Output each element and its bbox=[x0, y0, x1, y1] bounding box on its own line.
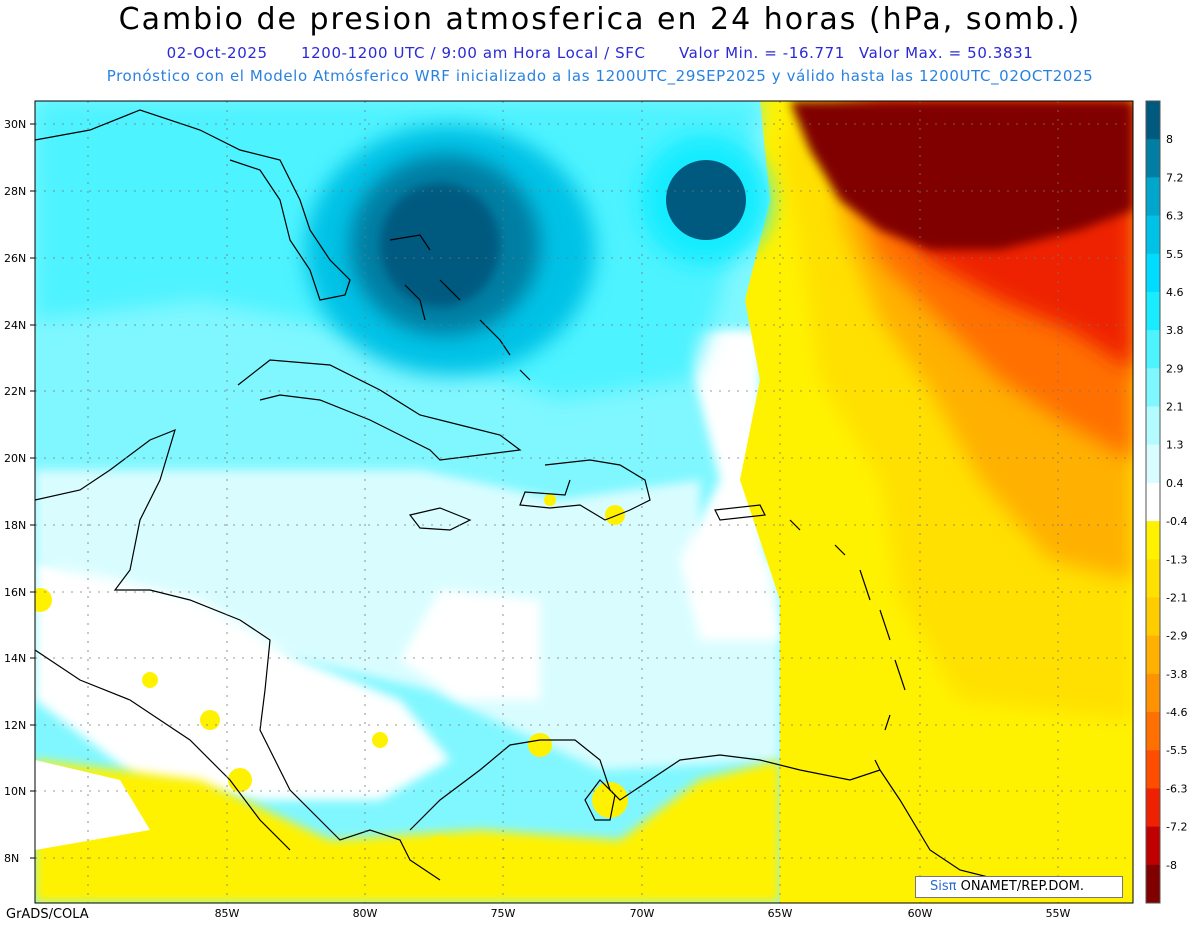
colorbar-swatch bbox=[1146, 521, 1160, 560]
colorbar-swatch bbox=[1146, 788, 1160, 828]
max-value: Valor Max. = 50.3831 bbox=[858, 44, 1034, 62]
lat-label: 20N bbox=[4, 452, 26, 465]
subtitle-line-1: 02-Oct-2025 1200-1200 UTC / 9:00 am Hora… bbox=[0, 44, 1200, 62]
cuba bbox=[237, 359, 522, 461]
lat-label: 14N bbox=[4, 652, 26, 665]
lat-ticks bbox=[30, 123, 35, 859]
colorbar-label: 3.8 bbox=[1166, 324, 1184, 337]
colorbar-label: 8 bbox=[1166, 133, 1173, 146]
lon-label: 70W bbox=[630, 907, 655, 920]
colorbar: 8 7.2 6.3 5.5 4.6 3.8 2.9 2.1 1.3 0.4 -0.4 -1.3 -2.1… bbox=[1145, 100, 1187, 904]
colorbar-swatch bbox=[1146, 750, 1160, 789]
lon-label: 85W bbox=[215, 907, 240, 920]
lat-label: 24N bbox=[4, 319, 26, 332]
colorbar-label: 7.2 bbox=[1166, 171, 1184, 184]
colorbar-label: -0.4 bbox=[1166, 515, 1187, 528]
colorbar-label: -2.9 bbox=[1166, 630, 1187, 643]
forecast-date: 02-Oct-2025 bbox=[166, 44, 268, 62]
colorbar-label: -4.6 bbox=[1166, 706, 1187, 719]
colorbar-swatch bbox=[1146, 330, 1160, 369]
colorbar-label: 6.3 bbox=[1166, 210, 1184, 223]
min-value: Valor Min. = -16.771 bbox=[678, 44, 845, 62]
lon-label: 75W bbox=[491, 907, 516, 920]
colorbar-swatch bbox=[1146, 864, 1160, 904]
colorbar-label: -6.3 bbox=[1166, 782, 1187, 795]
forecast-period: 1200-1200 UTC / 9:00 am Hora Local / SFC bbox=[301, 44, 646, 62]
colorbar-swatch bbox=[1146, 673, 1160, 713]
bahamas bbox=[389, 234, 531, 381]
lat-label: 16N bbox=[4, 586, 26, 599]
colorbar-label: 0.4 bbox=[1166, 477, 1184, 490]
onamet-label: ONAMET/REP.DOM. bbox=[956, 879, 1084, 894]
lon-axis: 85W 80W 75W 70W 65W 60W 55W bbox=[215, 907, 1071, 920]
colorbar-label: -8 bbox=[1166, 859, 1177, 872]
lon-label: 65W bbox=[768, 907, 793, 920]
colorbar-swatch bbox=[1146, 559, 1160, 598]
colorbar-swatch bbox=[1146, 253, 1160, 293]
colorbar-swatch bbox=[1146, 101, 1160, 140]
lat-label: 18N bbox=[4, 519, 26, 532]
colorbar-label: 1.3 bbox=[1166, 439, 1184, 452]
colorbar-label: -2.1 bbox=[1166, 591, 1187, 604]
chart-title: Cambio de presion atmosferica en 24 hora… bbox=[118, 2, 1082, 37]
colorbar-swatch bbox=[1146, 139, 1160, 178]
colorbar-swatch bbox=[1146, 712, 1160, 751]
model-info: Pronóstico con el Modelo Atmósferico WRF… bbox=[106, 67, 1094, 85]
coastlines bbox=[35, 109, 1001, 881]
sispi-brand: Sisπ bbox=[930, 879, 957, 894]
lat-label: 26N bbox=[4, 252, 26, 265]
lat-label: 10N bbox=[4, 785, 26, 798]
colorbar-swatch bbox=[1146, 368, 1160, 408]
colorbar-label: -5.5 bbox=[1166, 744, 1187, 757]
map-frame bbox=[34, 100, 1134, 904]
lat-label: 30N bbox=[4, 118, 26, 131]
shaded-field bbox=[35, 101, 1133, 903]
lesser-antilles bbox=[789, 519, 906, 771]
colorbar-label: 5.5 bbox=[1166, 248, 1184, 261]
lat-label: 8N bbox=[4, 852, 19, 865]
colorbar-label: -1.3 bbox=[1166, 553, 1187, 566]
lon-label: 60W bbox=[908, 907, 933, 920]
florida-coast bbox=[35, 109, 351, 301]
colorbar-swatch bbox=[1146, 826, 1160, 866]
yucatan-central-america bbox=[35, 428, 441, 881]
lake-maracaibo bbox=[584, 779, 616, 821]
colorbar-swatch bbox=[1146, 597, 1160, 637]
graticule bbox=[35, 101, 1133, 903]
lon-label: 55W bbox=[1046, 907, 1071, 920]
colorbar-swatch bbox=[1146, 215, 1160, 255]
colorbar-swatch bbox=[1146, 406, 1160, 446]
colorbar-label: -7.2 bbox=[1166, 821, 1187, 834]
colorbar-label: 2.1 bbox=[1166, 401, 1184, 414]
lon-label: 80W bbox=[353, 907, 378, 920]
lat-label: 28N bbox=[4, 185, 26, 198]
colorbar-label: -3.8 bbox=[1166, 668, 1187, 681]
puerto-rico bbox=[714, 504, 766, 521]
colorbar-swatch bbox=[1146, 635, 1160, 675]
onamet-logo: Sisπ ONAMET/REP.DOM. bbox=[915, 876, 1123, 898]
colorbar-frame bbox=[1145, 100, 1161, 904]
colorbar-swatch bbox=[1146, 444, 1160, 484]
lat-axis: 30N 28N 26N 24N 22N 20N 18N 16N 14N 12N … bbox=[4, 118, 26, 865]
south-america-coast bbox=[409, 739, 1001, 881]
colorbar-swatch bbox=[1146, 482, 1160, 522]
lat-label: 22N bbox=[4, 385, 26, 398]
colorbar-label: 2.9 bbox=[1166, 362, 1184, 375]
grads-credit: GrADS/COLA bbox=[6, 907, 89, 922]
colorbar-swatch bbox=[1146, 291, 1160, 331]
colorbar-label: 4.6 bbox=[1166, 286, 1184, 299]
hispaniola bbox=[519, 459, 651, 521]
lat-label: 12N bbox=[4, 719, 26, 732]
colorbar-swatch bbox=[1146, 177, 1160, 217]
